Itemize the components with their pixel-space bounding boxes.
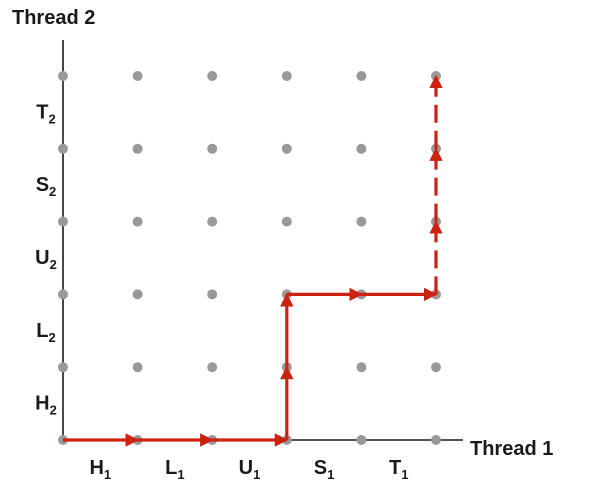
thread2-instruction-label: U2 xyxy=(35,247,57,272)
grid-point xyxy=(207,289,218,300)
grid-point xyxy=(132,71,143,81)
grid-point xyxy=(207,216,218,227)
thread1-instruction-label: H1 xyxy=(89,457,111,482)
thread1-instruction-label: L1 xyxy=(165,457,184,482)
grid-point xyxy=(281,71,292,81)
grid-points xyxy=(58,71,441,445)
grid-point xyxy=(132,143,143,154)
trajectory-path xyxy=(63,74,443,447)
grid-point xyxy=(281,143,292,154)
thread1-instruction-label: T1 xyxy=(389,457,408,482)
grid-point xyxy=(207,143,218,154)
grid-point xyxy=(356,143,367,154)
grid-point xyxy=(58,143,68,154)
grid-point xyxy=(132,216,143,227)
thread2-instruction-labels: H2 L2 U2 S2 T2 xyxy=(35,101,57,417)
grid-point xyxy=(58,362,68,373)
y-axis-title: Thread 2 xyxy=(12,7,95,29)
grid-point xyxy=(281,216,292,227)
grid-point xyxy=(356,216,367,227)
grid-point xyxy=(207,362,218,373)
grid-point xyxy=(356,362,367,373)
x-axis-title: Thread 1 xyxy=(470,438,553,460)
thread2-instruction-label: T2 xyxy=(36,101,55,126)
grid-point xyxy=(431,362,441,373)
grid-point xyxy=(356,71,367,81)
grid-point xyxy=(356,435,367,445)
thread2-instruction-label: S2 xyxy=(36,174,57,199)
thread1-instruction-label: U1 xyxy=(239,457,261,482)
thread2-instruction-label: H2 xyxy=(35,393,57,418)
grid-point xyxy=(132,362,143,373)
grid-point xyxy=(58,289,68,300)
grid-point xyxy=(431,435,441,445)
grid-point xyxy=(58,71,68,81)
thread2-instruction-label: L2 xyxy=(36,320,55,345)
thread1-instruction-label: S1 xyxy=(314,457,335,482)
grid-point xyxy=(58,216,68,227)
grid-point xyxy=(132,289,143,300)
thread1-instruction-labels: H1 L1 U1 S1 T1 xyxy=(89,457,408,482)
grid-point xyxy=(207,71,218,81)
